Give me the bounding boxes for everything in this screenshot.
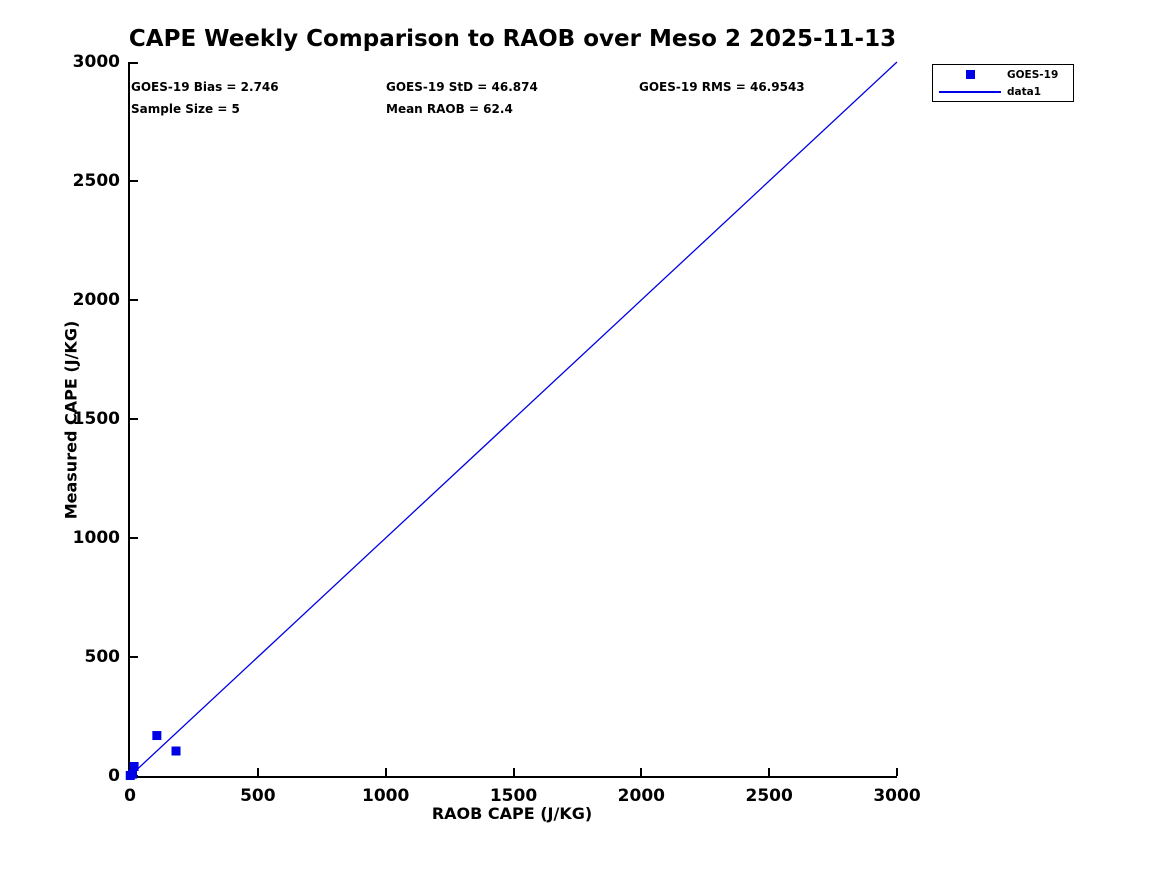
y-tick-label: 2500 — [72, 171, 120, 191]
stat-rms: GOES-19 RMS = 46.9543 — [639, 80, 805, 94]
x-tick-label: 2000 — [617, 786, 665, 806]
x-tick-label: 3000 — [873, 786, 921, 806]
legend-item-data1: data1 — [933, 84, 1073, 99]
y-tick-label: 0 — [108, 766, 120, 786]
legend-label: data1 — [1007, 85, 1042, 98]
legend: GOES-19 data1 — [932, 64, 1074, 102]
data-point-marker — [152, 731, 162, 741]
plot-area — [125, 61, 898, 781]
x-tick-label: 2500 — [745, 786, 793, 806]
stat-mean-raob: Mean RAOB = 62.4 — [386, 102, 513, 116]
y-tick-mark — [130, 299, 138, 301]
x-axis-label: RAOB CAPE (J/KG) — [431, 804, 593, 823]
y-tick-label: 3000 — [72, 52, 120, 72]
y-tick-mark — [130, 656, 138, 658]
data-point-marker — [171, 746, 181, 756]
legend-swatch — [933, 90, 1007, 93]
y-tick-mark — [130, 537, 138, 539]
stat-std: GOES-19 StD = 46.874 — [386, 80, 538, 94]
legend-label: GOES-19 — [1007, 68, 1059, 81]
y-tick-label: 1000 — [72, 528, 120, 548]
line-sample-icon — [939, 90, 1001, 93]
y-tick-mark — [130, 180, 138, 182]
data-point-marker — [129, 761, 139, 771]
legend-swatch — [933, 70, 1007, 79]
y-tick-label: 500 — [84, 647, 121, 667]
x-tick-mark — [768, 768, 771, 776]
stat-sample-size: Sample Size = 5 — [131, 102, 240, 116]
x-tick-mark — [384, 768, 387, 776]
y-axis-label: Measured CAPE (J/KG) — [61, 320, 81, 520]
plot-series-layer — [125, 61, 898, 781]
x-tick-label: 1000 — [361, 786, 410, 806]
y-tick-label: 1500 — [72, 409, 120, 429]
chart-title: CAPE Weekly Comparison to RAOB over Meso… — [128, 26, 897, 52]
legend-item-goes19: GOES-19 — [933, 67, 1073, 82]
x-tick-mark — [640, 768, 643, 776]
y-tick-mark — [130, 418, 138, 420]
y-tick-mark — [130, 62, 138, 64]
y-tick-label: 2000 — [72, 290, 120, 310]
stat-bias: GOES-19 Bias = 2.746 — [131, 80, 279, 94]
x-tick-label: 500 — [240, 786, 276, 806]
x-tick-label: 1500 — [489, 786, 538, 806]
x-tick-mark — [896, 768, 898, 776]
x-tick-mark — [256, 768, 259, 776]
identity-line — [129, 61, 898, 777]
square-marker-icon — [965, 70, 975, 79]
x-tick-mark — [512, 768, 515, 776]
x-tick-label: 0 — [124, 786, 136, 806]
